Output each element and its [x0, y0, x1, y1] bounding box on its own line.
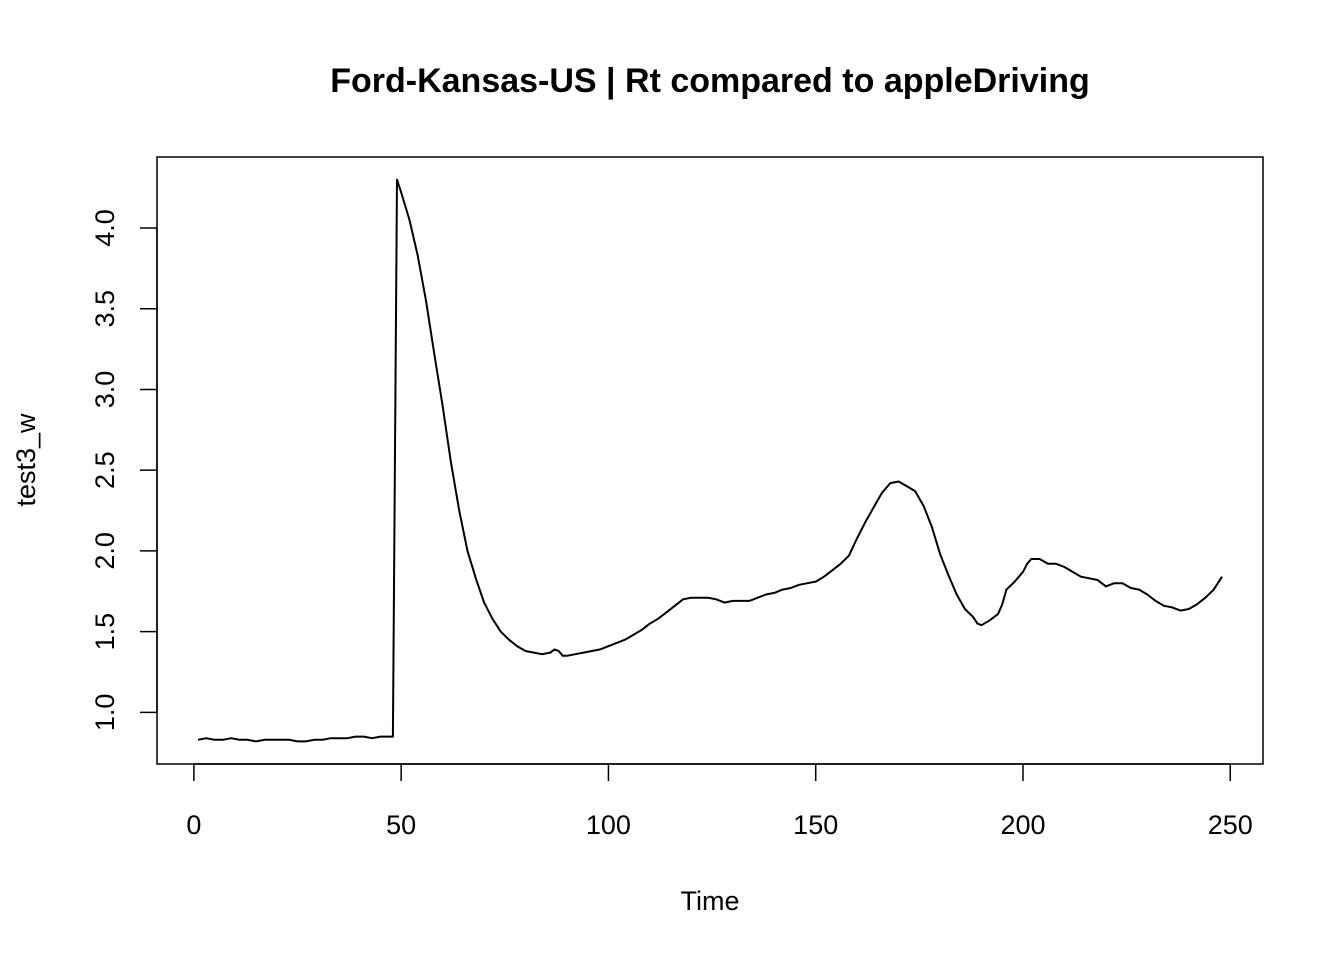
y-axis-label: test3_w [11, 413, 41, 507]
x-axis-label: Time [681, 886, 740, 916]
y-tick-label: 2.0 [90, 532, 120, 570]
x-tick-label: 0 [186, 810, 201, 840]
y-tick-label: 3.0 [90, 371, 120, 409]
y-tick-label: 2.5 [90, 451, 120, 489]
y-axis: 1.0 1.5 2.0 2.5 3.0 3.5 4.0 [90, 209, 158, 732]
y-tick-label: 3.5 [90, 290, 120, 328]
chart-title: Ford-Kansas-US | Rt compared to appleDri… [330, 62, 1090, 100]
x-tick-label: 150 [793, 810, 838, 840]
x-tick-label: 200 [1000, 810, 1045, 840]
y-tick-label: 4.0 [90, 209, 120, 247]
x-tick-label: 50 [386, 810, 416, 840]
x-tick-label: 100 [586, 810, 631, 840]
y-tick-label: 1.0 [90, 694, 120, 732]
x-axis: 0 50 100 150 200 250 [186, 763, 1253, 840]
series-line [197, 178, 1223, 743]
plot-frame [156, 156, 1264, 765]
y-tick-label: 1.5 [90, 613, 120, 651]
x-tick-label: 250 [1208, 810, 1253, 840]
